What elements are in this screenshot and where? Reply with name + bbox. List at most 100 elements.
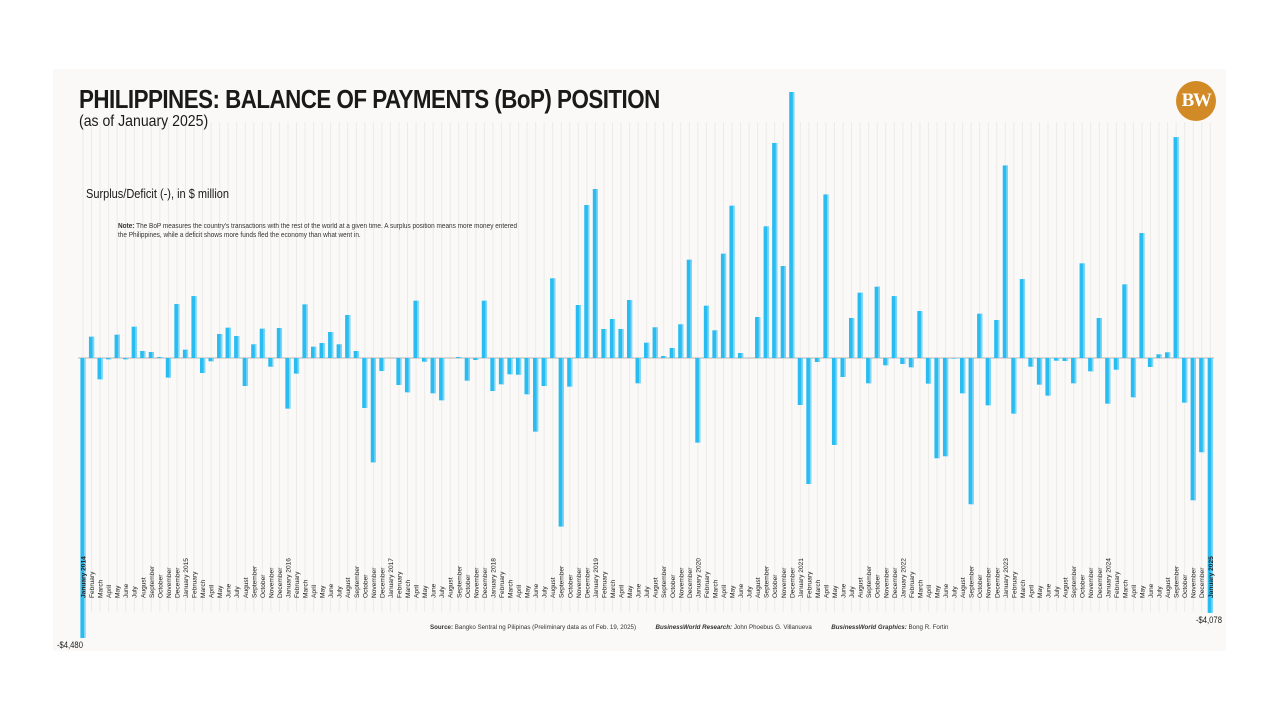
- x-axis-month-label: April: [619, 584, 626, 598]
- bar: [379, 358, 385, 371]
- x-axis-month-label: March: [815, 579, 822, 598]
- x-axis-month-label: October: [260, 574, 267, 598]
- bar: [1122, 284, 1128, 358]
- x-axis-month-label: May: [320, 585, 327, 598]
- research-label: BusinessWorld Research:: [655, 624, 733, 631]
- bar: [268, 358, 274, 367]
- bar: [780, 266, 786, 358]
- x-axis-month-label: January 2024: [1105, 558, 1112, 598]
- x-axis-month-label: December: [1097, 567, 1104, 598]
- x-axis-month-label: August: [858, 577, 865, 598]
- graphics-text: Bong R. Fortin: [908, 624, 949, 631]
- x-axis-month-label: January 2021: [798, 558, 805, 598]
- x-axis-month-label: August: [550, 577, 557, 598]
- x-axis-month-label: April: [516, 584, 523, 598]
- bar: [1002, 165, 1008, 358]
- x-axis-month-label: June: [533, 583, 540, 598]
- bar: [515, 358, 522, 375]
- x-axis-month-label: May: [422, 585, 429, 598]
- bar: [925, 358, 932, 384]
- bar: [225, 327, 231, 358]
- bar: [763, 226, 769, 358]
- bar: [208, 358, 214, 362]
- x-axis-month-label: October: [465, 574, 472, 598]
- bar: [217, 334, 223, 358]
- x-axis-month-label: November: [473, 567, 480, 598]
- x-axis-month-label: June: [943, 583, 950, 598]
- bar: [191, 296, 197, 358]
- x-axis-month-label: May: [217, 585, 224, 598]
- bar: [1028, 358, 1034, 367]
- x-axis-month-label: July: [542, 586, 549, 598]
- graphics-label: BusinessWorld Graphics:: [831, 624, 907, 631]
- bar: [1164, 352, 1171, 358]
- bar: [413, 300, 419, 358]
- bar: [1156, 354, 1162, 358]
- x-axis-month-label: October: [670, 574, 677, 598]
- x-axis-month-label: June: [328, 583, 335, 598]
- x-axis-month-label: March: [1020, 579, 1027, 598]
- x-axis-month-label: October: [362, 574, 369, 598]
- bar: [609, 319, 616, 358]
- businessworld-logo-icon: BW: [1176, 81, 1216, 121]
- bar: [345, 315, 351, 358]
- bar: [464, 358, 470, 381]
- bar: [960, 358, 966, 394]
- x-axis-month-label: July: [337, 586, 344, 598]
- x-axis-month-label: January 2015: [183, 558, 190, 598]
- bar: [1207, 358, 1213, 613]
- bar: [618, 329, 624, 358]
- x-axis-month-label: May: [1037, 585, 1044, 598]
- bar: [686, 259, 692, 358]
- bar: [131, 326, 137, 358]
- bar: [908, 358, 914, 368]
- x-axis-month-label: August: [960, 577, 967, 598]
- bar: [242, 358, 248, 386]
- x-axis-month-label: January 2023: [1003, 558, 1010, 598]
- bar: [1071, 358, 1077, 384]
- x-axis-month-label: April: [106, 584, 113, 598]
- bar: [1096, 318, 1102, 358]
- x-axis-month-label: November: [1191, 567, 1198, 598]
- bar: [669, 348, 675, 358]
- bar: [1199, 358, 1205, 453]
- x-axis-month-label: May: [525, 585, 532, 598]
- x-axis-month-label: June: [1046, 583, 1053, 598]
- x-axis-month-label: March: [303, 579, 310, 598]
- x-axis-month-label: August: [755, 577, 762, 598]
- x-axis-month-label: March: [200, 579, 207, 598]
- x-axis-month-label: October: [977, 574, 984, 598]
- bar: [1105, 358, 1111, 404]
- x-axis-month-label: July: [1157, 586, 1164, 598]
- bar: [661, 356, 667, 358]
- x-axis-month-label: November: [268, 567, 275, 598]
- bar: [507, 358, 513, 375]
- x-axis-month-label: December: [789, 567, 796, 598]
- x-axis-month-label: April: [414, 584, 421, 598]
- source-label: Source:: [430, 624, 454, 631]
- x-axis-month-label: January 2018: [490, 558, 497, 598]
- x-axis-month-label: June: [431, 583, 438, 598]
- x-axis-month-label: August: [345, 577, 352, 598]
- x-axis-month-label: August: [448, 577, 455, 598]
- x-axis-month-label: January 2019: [593, 558, 600, 598]
- bar: [550, 278, 556, 358]
- bar: [234, 336, 240, 358]
- x-axis-month-label: June: [123, 583, 130, 598]
- x-axis-month-label: September: [764, 565, 771, 598]
- x-axis-month-label: June: [738, 583, 745, 598]
- x-axis-month-label: December: [277, 567, 284, 598]
- bar: [140, 351, 146, 358]
- bar: [601, 329, 607, 358]
- x-axis-month-label: July: [1054, 586, 1061, 598]
- x-axis-month-label: December: [687, 567, 694, 598]
- bar: [533, 358, 539, 432]
- bar: [165, 358, 171, 378]
- bar: [174, 304, 180, 358]
- bar: [575, 305, 581, 358]
- bar: [97, 358, 103, 380]
- bar: [1130, 358, 1137, 398]
- bar: [866, 358, 872, 384]
- bar: [883, 358, 889, 366]
- bar: [840, 358, 846, 377]
